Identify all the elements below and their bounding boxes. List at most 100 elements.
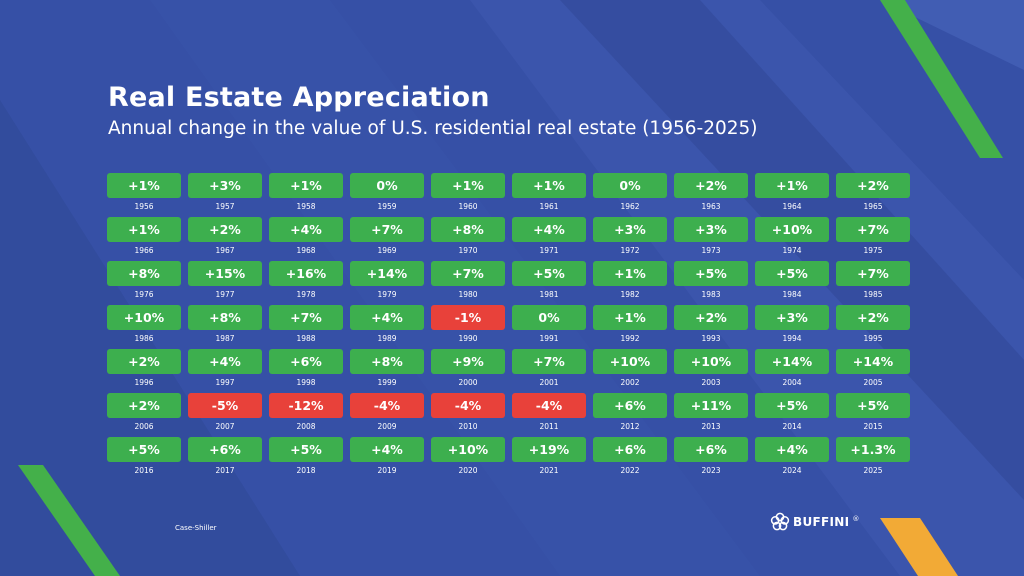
year-label: 1975 — [863, 246, 883, 255]
year-label: 2024 — [782, 466, 802, 475]
change-value: +2% — [836, 173, 910, 198]
change-value: +8% — [107, 261, 181, 286]
year-label: 2000 — [458, 378, 478, 387]
change-value: 0% — [593, 173, 667, 198]
year-label: 2011 — [539, 422, 559, 431]
change-value: +10% — [431, 437, 505, 462]
year-cell: 0% 1991 — [512, 305, 586, 349]
year-cell: +15% 1977 — [188, 261, 262, 305]
year-cell: +5% 1984 — [755, 261, 829, 305]
year-cell: +2% 1995 — [836, 305, 910, 349]
bg-corner-top-right — [880, 0, 1024, 70]
change-value: +2% — [188, 217, 262, 242]
year-label: 1970 — [458, 246, 478, 255]
change-value: +3% — [755, 305, 829, 330]
flower-logo-icon — [770, 512, 790, 531]
year-cell: +4% 1971 — [512, 217, 586, 261]
change-value: +5% — [269, 437, 343, 462]
year-label: 1971 — [539, 246, 559, 255]
year-label: 2006 — [134, 422, 154, 431]
logo-wordmark: BUFFINI — [793, 515, 850, 529]
change-value: +11% — [674, 393, 748, 418]
change-value: +6% — [188, 437, 262, 462]
change-value: -1% — [431, 305, 505, 330]
year-label: 2003 — [701, 378, 721, 387]
year-cell: +1% 1956 — [107, 173, 181, 217]
bg-stripe-light — [470, 0, 1024, 576]
year-cell: +4% 1989 — [350, 305, 424, 349]
year-cell: +7% 2001 — [512, 349, 586, 393]
year-cell: +4% 2019 — [350, 437, 424, 481]
year-label: 1956 — [134, 202, 154, 211]
change-value: +10% — [674, 349, 748, 374]
year-label: 2008 — [296, 422, 316, 431]
year-cell: -1% 1990 — [431, 305, 505, 349]
change-value: +5% — [836, 393, 910, 418]
year-label: 2004 — [782, 378, 802, 387]
year-label: 1967 — [215, 246, 235, 255]
year-label: 1999 — [377, 378, 397, 387]
year-label: 2019 — [377, 466, 397, 475]
registered-mark: ® — [852, 515, 860, 523]
change-value: +14% — [755, 349, 829, 374]
change-value: +3% — [593, 217, 667, 242]
change-value: +5% — [107, 437, 181, 462]
year-label: 1964 — [782, 202, 802, 211]
change-value: 0% — [350, 173, 424, 198]
year-label: 1989 — [377, 334, 397, 343]
year-cell: +10% 2002 — [593, 349, 667, 393]
year-label: 2020 — [458, 466, 478, 475]
change-value: +7% — [836, 261, 910, 286]
year-label: 1976 — [134, 290, 154, 299]
change-value: +1.3% — [836, 437, 910, 462]
year-label: 1986 — [134, 334, 154, 343]
change-value: +10% — [593, 349, 667, 374]
appreciation-grid: +1% 1956 +3% 1957 +1% 1958 0% 1959 +1% 1960 +1% 196… — [107, 173, 910, 481]
year-cell: +1% 1966 — [107, 217, 181, 261]
change-value: +14% — [836, 349, 910, 374]
year-cell: +4% 1997 — [188, 349, 262, 393]
year-label: 2009 — [377, 422, 397, 431]
year-label: 1987 — [215, 334, 235, 343]
year-label: 2025 — [863, 466, 883, 475]
year-cell: +2% 2006 — [107, 393, 181, 437]
year-cell: +1% 1992 — [593, 305, 667, 349]
bg-stripe-mid — [150, 0, 760, 576]
change-value: +19% — [512, 437, 586, 462]
year-label: 1973 — [701, 246, 721, 255]
year-label: 1977 — [215, 290, 235, 299]
year-cell: +11% 2013 — [674, 393, 748, 437]
year-cell: +1% 1982 — [593, 261, 667, 305]
change-value: +7% — [836, 217, 910, 242]
year-cell: +6% 2022 — [593, 437, 667, 481]
year-label: 1959 — [377, 202, 397, 211]
change-value: +4% — [188, 349, 262, 374]
year-cell: +1% 1958 — [269, 173, 343, 217]
change-value: +16% — [269, 261, 343, 286]
change-value: +2% — [674, 305, 748, 330]
year-label: 2016 — [134, 466, 154, 475]
year-cell: +7% 1969 — [350, 217, 424, 261]
year-cell: +1% 1960 — [431, 173, 505, 217]
year-label: 1991 — [539, 334, 559, 343]
year-cell: +6% 1998 — [269, 349, 343, 393]
year-cell: +2% 1967 — [188, 217, 262, 261]
change-value: +1% — [107, 173, 181, 198]
year-label: 1972 — [620, 246, 640, 255]
change-value: +2% — [674, 173, 748, 198]
year-cell: +5% 1981 — [512, 261, 586, 305]
year-label: 1985 — [863, 290, 883, 299]
year-cell: +3% 1957 — [188, 173, 262, 217]
accent-green-top — [880, 0, 1003, 158]
year-label: 1965 — [863, 202, 883, 211]
year-cell: -4% 2010 — [431, 393, 505, 437]
change-value: +4% — [512, 217, 586, 242]
year-label: 2023 — [701, 466, 721, 475]
year-label: 1979 — [377, 290, 397, 299]
year-cell: +2% 1965 — [836, 173, 910, 217]
year-label: 1966 — [134, 246, 154, 255]
change-value: +3% — [674, 217, 748, 242]
year-cell: -4% 2011 — [512, 393, 586, 437]
year-cell: +14% 2004 — [755, 349, 829, 393]
